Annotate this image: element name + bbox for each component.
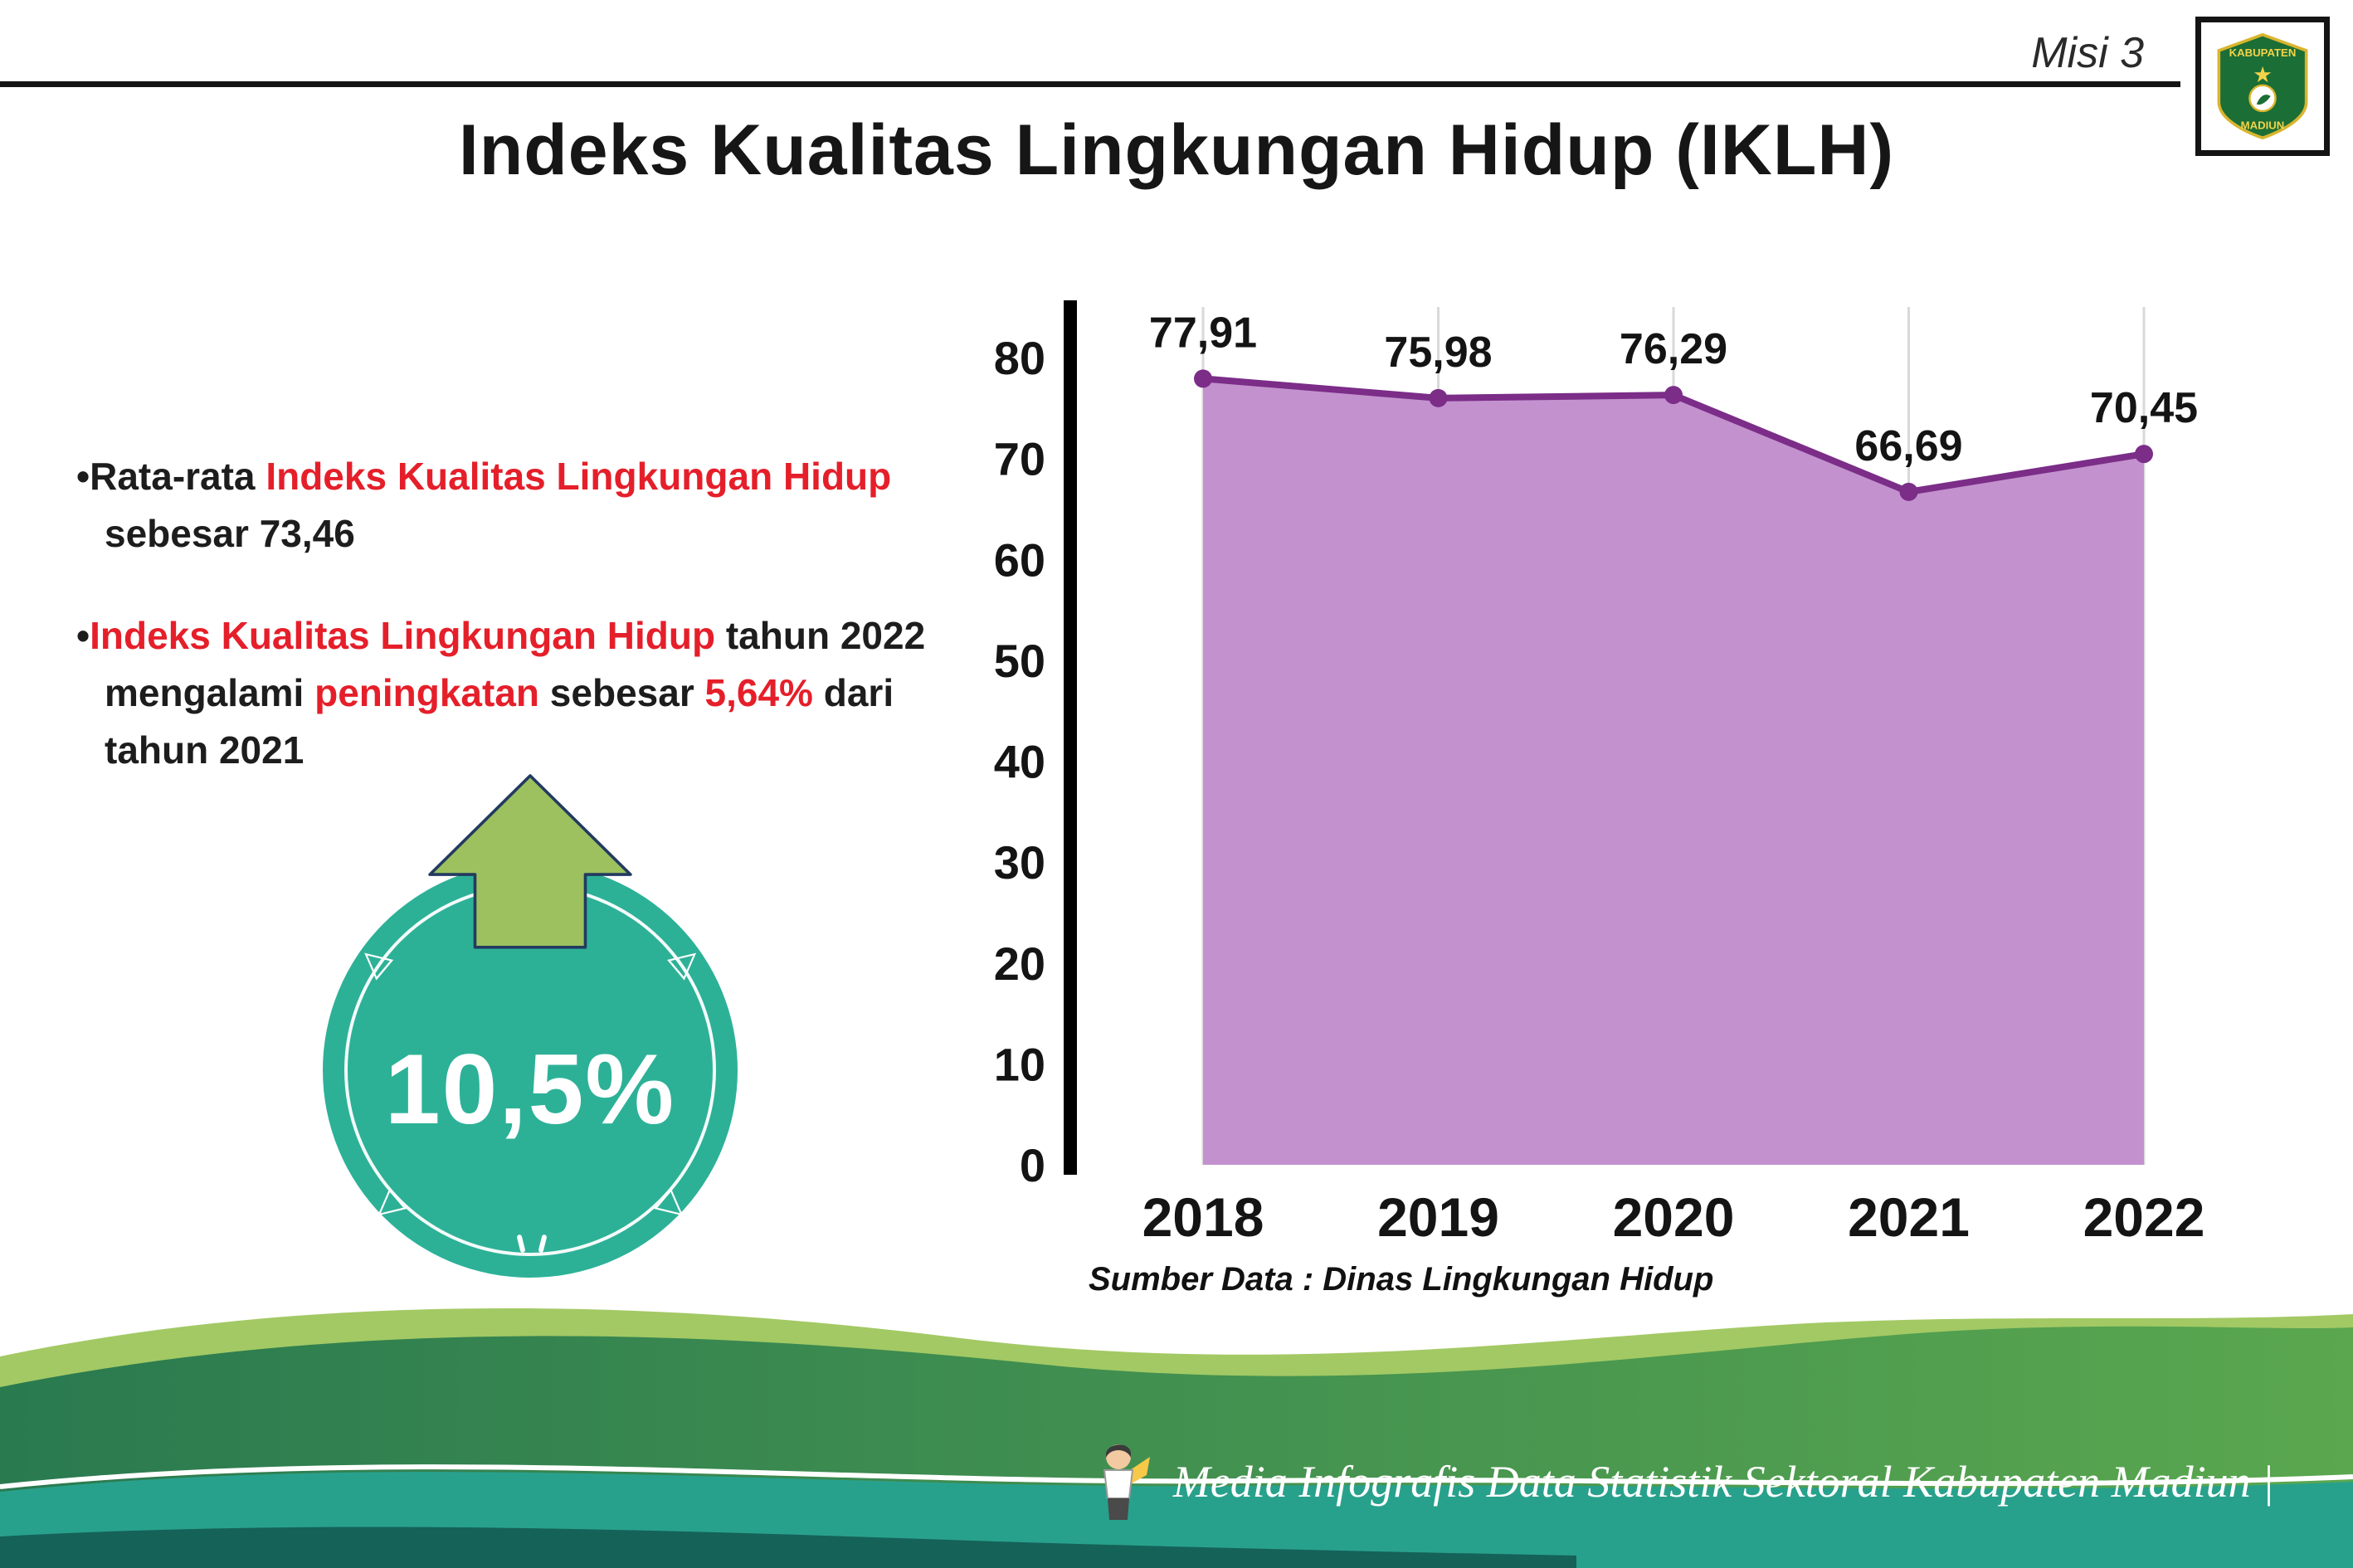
bullet2-text-1: tahun 2022 mengalami	[105, 614, 926, 714]
top-divider	[0, 81, 2180, 87]
svg-text:20: 20	[994, 937, 1045, 990]
increase-arrow-icon	[428, 774, 632, 949]
iklh-chart-svg: 0 10 20 30 40 50 60 70 80 2018 2019 2020 2021 2022 77,…	[994, 300, 2205, 1248]
svg-text:75,98: 75,98	[1384, 329, 1492, 377]
bullet1-text-highlight: Indeks Kualitas Lingkungan Hidup	[266, 455, 892, 498]
kabupaten-madiun-logo-icon: KABUPATEN ★ MADIUN	[2217, 32, 2308, 140]
svg-text:50: 50	[994, 635, 1045, 687]
mascot-icon	[1103, 1444, 1150, 1520]
svg-text:60: 60	[994, 533, 1045, 586]
svg-text:77,91: 77,91	[1149, 309, 1257, 357]
svg-text:2019: 2019	[1377, 1186, 1499, 1248]
svg-text:2020: 2020	[1613, 1186, 1735, 1248]
bullet1-text-1: Rata-rata	[90, 455, 266, 498]
chart-source-caption: Sumber Data : Dinas Lingkungan Hidup	[1089, 1261, 1714, 1298]
logo-frame: KABUPATEN ★ MADIUN	[2195, 17, 2330, 156]
page-title: Indeks Kualitas Lingkungan Hidup (IKLH)	[458, 110, 1895, 190]
iklh-area-chart: 0 10 20 30 40 50 60 70 80 2018 2019 2020 2021 2022 77,…	[946, 290, 2240, 1269]
logo-text-madiun: MADIUN	[2241, 119, 2285, 131]
logo-text-kabupaten: KABUPATEN	[2229, 46, 2297, 59]
bullet-increase-2022: •Indeks Kualitas Lingkungan Hidup tahun …	[76, 607, 964, 779]
svg-text:66,69: 66,69	[1854, 422, 1962, 470]
bullet2-text-2: sebesar	[539, 671, 705, 714]
svg-text:80: 80	[994, 332, 1045, 384]
svg-text:2022: 2022	[2083, 1186, 2205, 1248]
footer-caption: Media Infografis Data Statistik Sektoral…	[1172, 1457, 2274, 1507]
svg-text:2021: 2021	[1848, 1186, 1970, 1248]
svg-text:0: 0	[1020, 1139, 1045, 1191]
svg-text:70,45: 70,45	[2090, 384, 2198, 432]
misi-label: Misi 3	[2031, 29, 2144, 77]
svg-text:70: 70	[994, 433, 1045, 485]
svg-text:10: 10	[994, 1038, 1045, 1090]
bullet-list: •Rata-rata Indeks Kualitas Lingkungan Hi…	[76, 448, 964, 824]
svg-text:30: 30	[994, 836, 1045, 889]
svg-text:40: 40	[994, 736, 1045, 788]
bullet2-text-highlight-2: peningkatan	[314, 671, 540, 714]
percentage-value: 10,5%	[384, 1034, 676, 1145]
bullet1-text-2: sebesar 73,46	[105, 512, 355, 555]
bullet2-text-highlight-3: 5,64%	[704, 671, 813, 714]
bullet2-text-3: dari tahun 2021	[105, 671, 894, 772]
bullet-average-iklh: •Rata-rata Indeks Kualitas Lingkungan Hi…	[76, 448, 964, 562]
bullet-marker: •	[76, 614, 90, 657]
increase-badge: △ △ △ △ 10,5%	[323, 747, 738, 1286]
bullet2-text-highlight-1: Indeks Kualitas Lingkungan Hidup	[90, 614, 716, 657]
svg-text:76,29: 76,29	[1620, 325, 1727, 373]
logo-star-icon: ★	[2253, 62, 2273, 87]
svg-text:2018: 2018	[1142, 1186, 1264, 1248]
footer-bar: Media Infografis Data Statistik Sektoral…	[1082, 1439, 2274, 1525]
bullet-marker: •	[76, 455, 90, 498]
footer-wave-decoration	[0, 1307, 2353, 1568]
